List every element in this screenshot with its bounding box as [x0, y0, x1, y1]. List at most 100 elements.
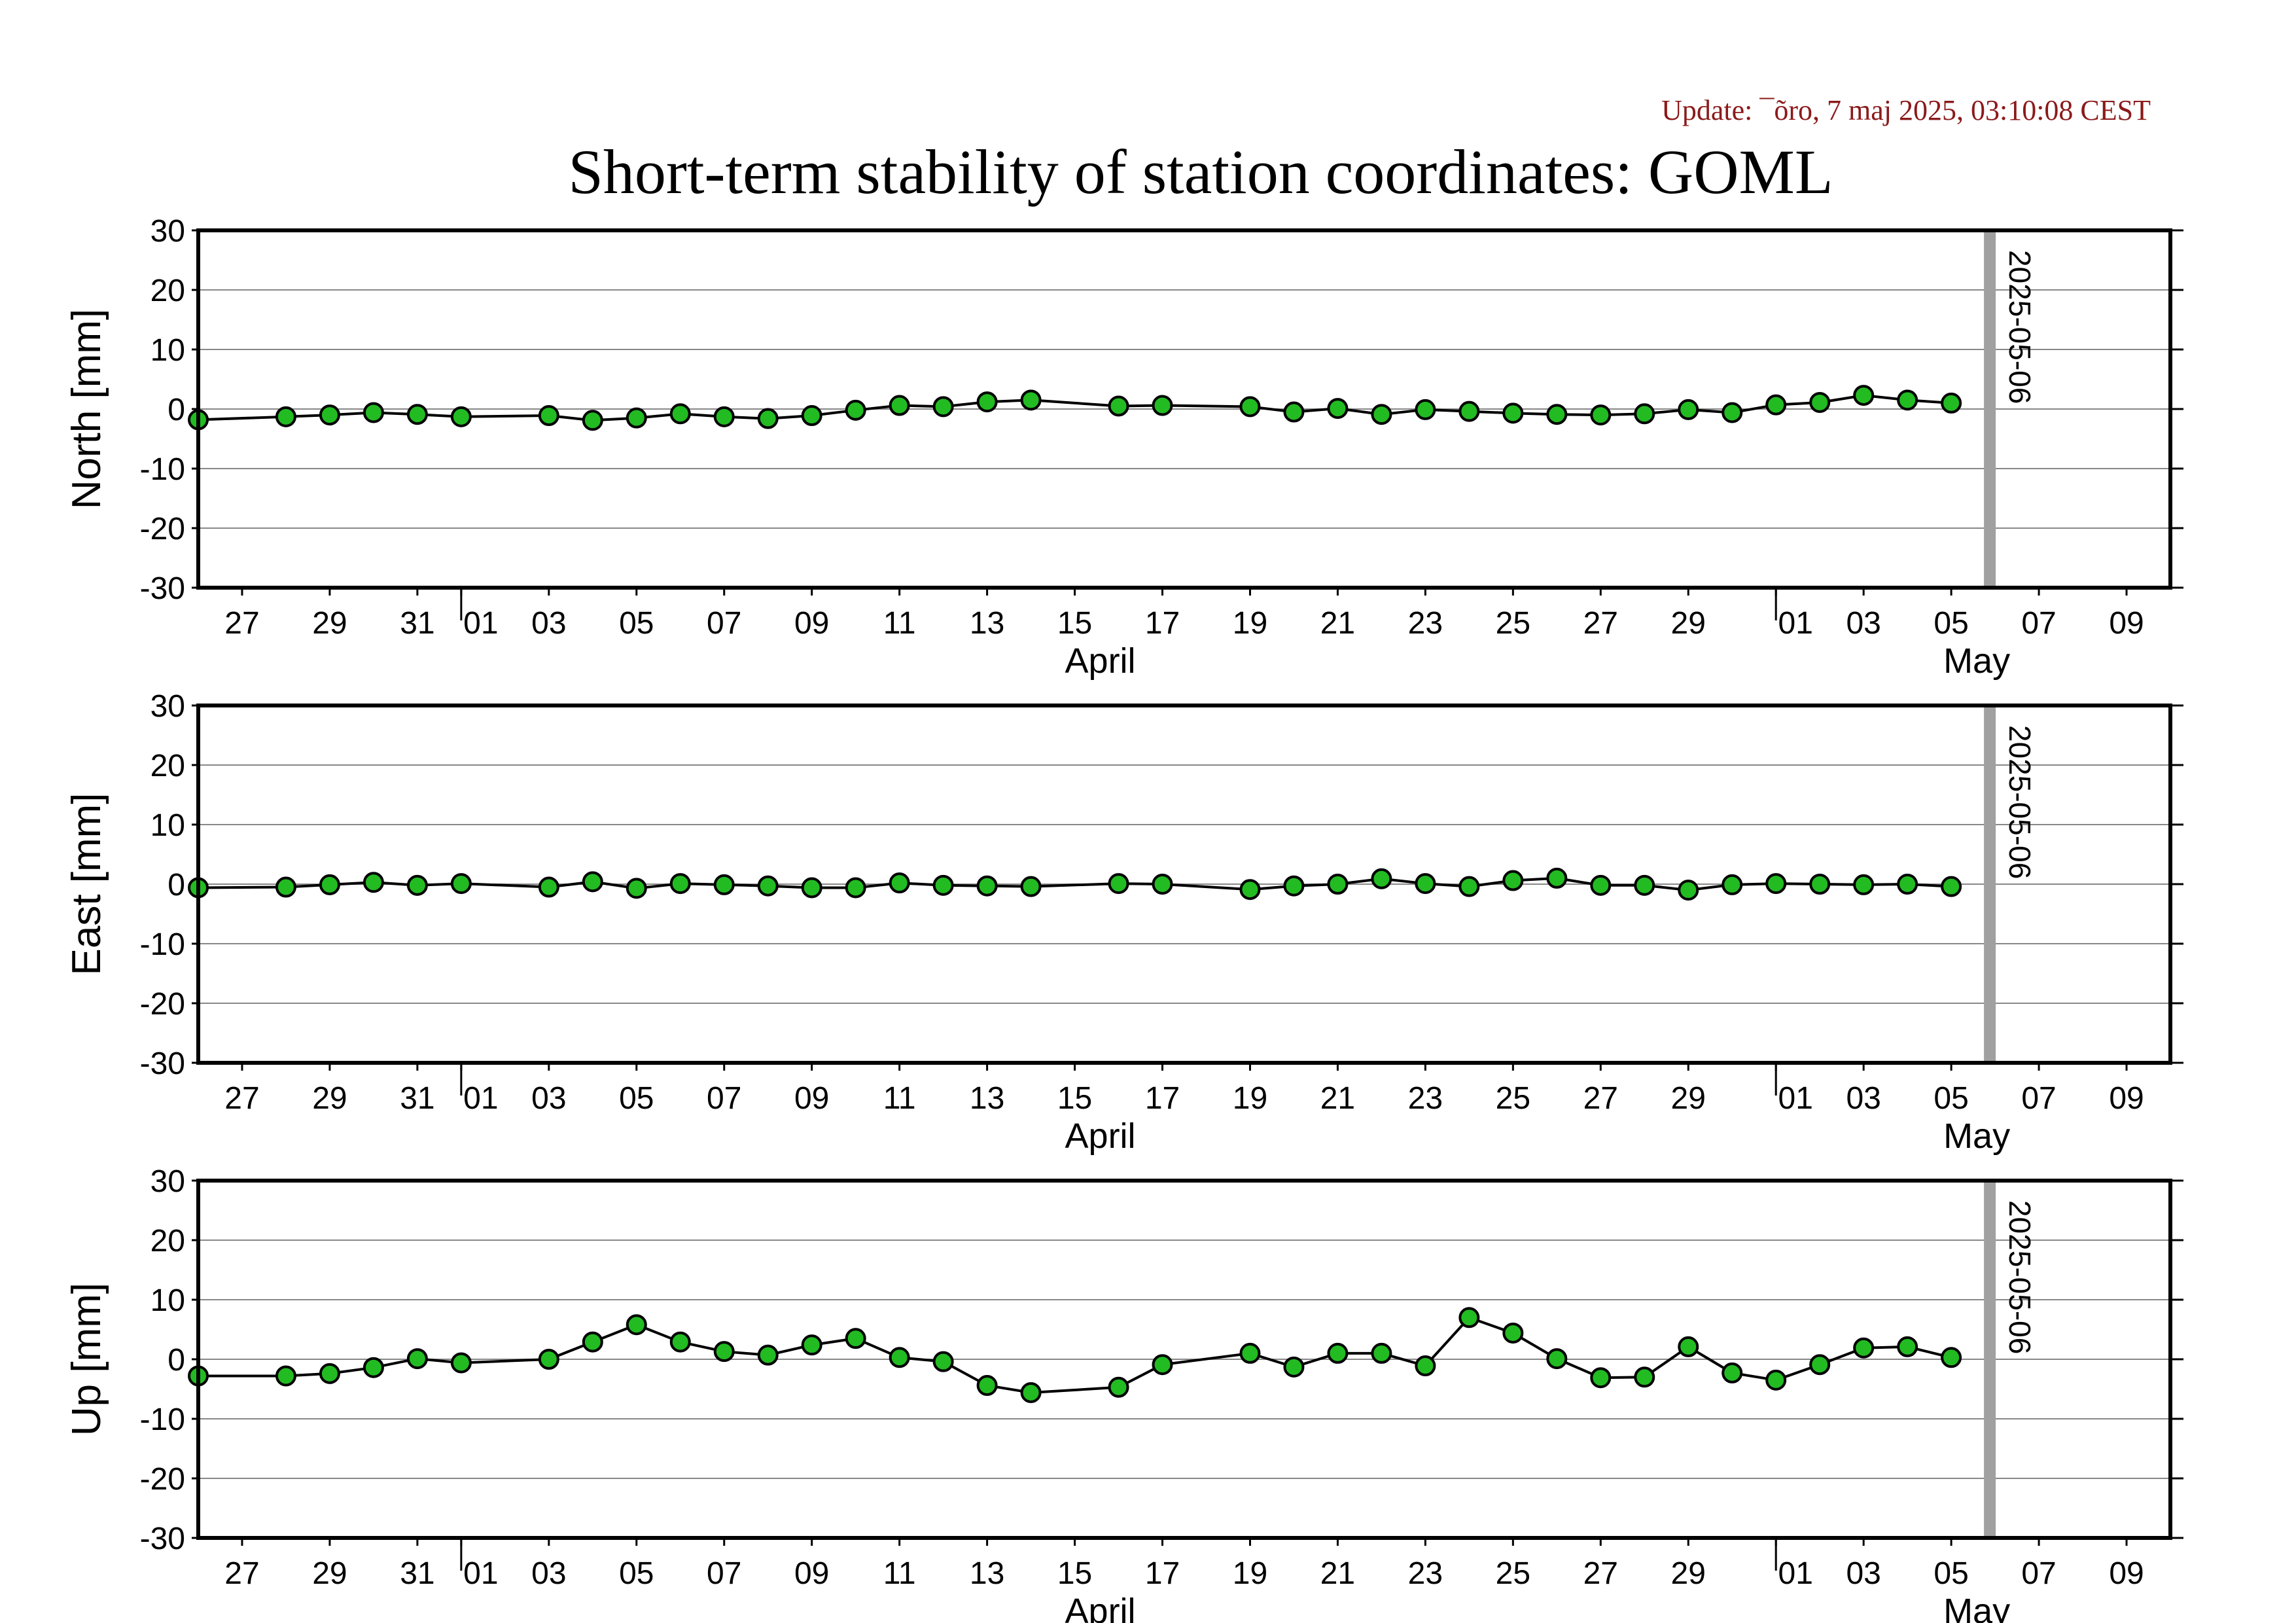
x-tick-label: 05 [1934, 606, 1968, 641]
data-point [803, 878, 821, 897]
data-point [803, 1336, 821, 1354]
month-label: May [1943, 641, 2010, 681]
data-point [715, 408, 733, 426]
data-point [1022, 878, 1040, 896]
panel-up: 3020100-10-20-30Up [mm]2025-05-0627 29 31 0… [64, 1164, 2183, 1623]
chart-root: Update: ¯õro, 7 maj 2025, 03:10:08 CEST … [0, 0, 2296, 1623]
x-tick-label: 31 [400, 1081, 434, 1116]
y-tick-label: 30 [150, 214, 185, 249]
data-point [1942, 394, 1960, 412]
data-point [891, 874, 909, 892]
data-point [759, 877, 777, 895]
data-point [1504, 1324, 1522, 1342]
update-timestamp: Update: ¯õro, 7 maj 2025, 03:10:08 CEST [1661, 94, 2151, 126]
x-tick-label: 27 [224, 1081, 259, 1116]
data-point [1591, 406, 1610, 424]
y-axis-label: Up [mm] [64, 1283, 109, 1436]
data-point [321, 876, 339, 894]
data-point [671, 874, 690, 893]
y-tick-label: 20 [150, 749, 185, 783]
data-point [1416, 1357, 1434, 1375]
data-point [364, 403, 383, 421]
x-tick-label: 29 [312, 1081, 347, 1116]
data-point [847, 878, 865, 897]
chart-title: Short-term stability of station coordina… [568, 137, 1833, 207]
data-point [627, 1315, 646, 1334]
x-tick-label: 05 [619, 1556, 654, 1591]
data-point [540, 878, 558, 897]
data-point [715, 1342, 733, 1361]
data-point [1110, 1378, 1128, 1397]
y-tick-label: -20 [140, 512, 185, 546]
x-tick-label: 11 [883, 1081, 916, 1116]
x-tick-label: 09 [794, 606, 829, 641]
data-point [627, 409, 646, 427]
data-point [891, 397, 909, 415]
x-tick-label: 17 [1145, 1556, 1180, 1591]
data-point [1416, 874, 1434, 893]
x-tick-label: 09 [794, 1556, 829, 1591]
x-tick-label: 03 [531, 1081, 566, 1116]
data-point [1854, 1339, 1873, 1357]
data-point [1328, 875, 1347, 893]
data-point [1898, 391, 1916, 409]
x-tick-label: 27 [224, 606, 259, 641]
data-point [715, 876, 733, 894]
month-label: April [1065, 1116, 1136, 1156]
data-point [1723, 876, 1741, 894]
data-point [1154, 397, 1172, 415]
data-point [978, 877, 997, 895]
x-tick-label: 27 [1583, 1081, 1618, 1116]
y-tick-label: -30 [140, 571, 185, 606]
x-tick-label: 03 [531, 606, 566, 641]
x-tick-label: 19 [1233, 1556, 1267, 1591]
x-tick-label: 09 [794, 1081, 829, 1116]
x-tick-label: 13 [970, 1081, 1004, 1116]
y-tick-label: -10 [140, 927, 185, 962]
x-tick-label: 29 [1671, 1081, 1706, 1116]
data-point [1022, 1383, 1040, 1402]
data-point [277, 408, 295, 426]
data-point [1547, 1349, 1566, 1368]
month-label: April [1065, 1592, 1136, 1623]
data-point [1154, 1355, 1172, 1374]
x-tick-label: 05 [1934, 1081, 1968, 1116]
data-point [759, 410, 777, 428]
data-point [277, 1366, 295, 1385]
x-tick-label: 23 [1408, 1081, 1443, 1116]
x-tick-label: 07 [2021, 1556, 2056, 1591]
y-axis-label: North [mm] [64, 309, 109, 510]
data-point [1241, 880, 1259, 899]
data-point [1547, 869, 1566, 887]
x-tick-label: 09 [2109, 606, 2144, 641]
data-point [540, 1350, 558, 1368]
data-point [978, 1376, 997, 1395]
x-tick-label: 25 [1496, 606, 1530, 641]
y-tick-label: 0 [168, 393, 185, 427]
data-point [759, 1346, 777, 1364]
data-point [1372, 1344, 1390, 1363]
data-point [452, 1353, 470, 1372]
data-point [1767, 874, 1785, 893]
x-tick-label: 15 [1057, 1556, 1092, 1591]
panel-north: 30 20 10 0 -10 -20 -30 North [mm] 2025-05-06 27 29… [64, 214, 2183, 681]
x-tick-label: 11 [883, 1556, 916, 1591]
x-tick-label: 11 [883, 606, 916, 641]
data-point [1154, 875, 1172, 893]
data-point [1372, 405, 1390, 423]
data-point [847, 401, 865, 419]
data-point [1416, 401, 1434, 419]
data-point [1591, 1368, 1610, 1387]
data-point [934, 1353, 953, 1371]
data-point [1504, 404, 1522, 422]
data-point [627, 879, 646, 897]
y-axis-label: East [mm] [64, 793, 109, 975]
data-point [1854, 876, 1873, 894]
x-tick-label: 31 [400, 1556, 434, 1591]
x-tick-label: 15 [1057, 606, 1092, 641]
y-tick-label: 30 [150, 1164, 185, 1199]
month-label: May [1943, 1592, 2010, 1623]
data-point [452, 874, 470, 893]
x-tick-label: 07 [2021, 1081, 2056, 1116]
x-tick-label: 19 [1233, 1081, 1267, 1116]
